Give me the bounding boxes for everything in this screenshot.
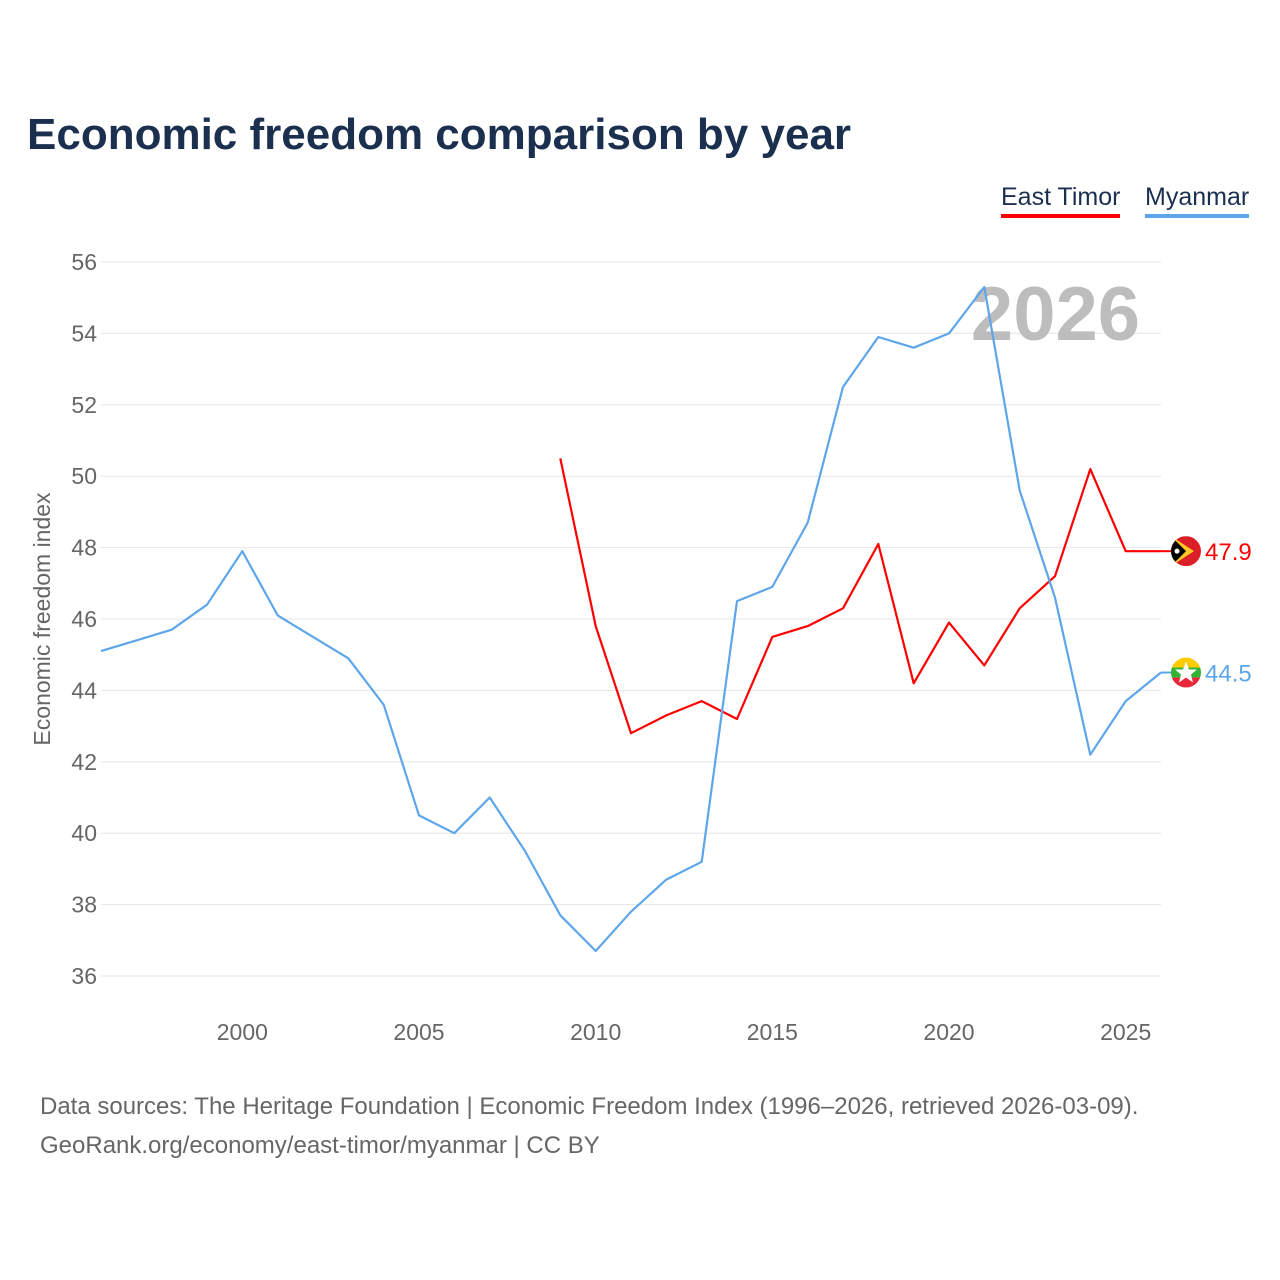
chart-title: Economic freedom comparison by year	[27, 110, 852, 159]
y-tick-label: 54	[71, 320, 97, 346]
y-tick-label: 46	[71, 606, 97, 632]
y-tick-label: 48	[71, 535, 97, 561]
x-tick-label: 2025	[1100, 1019, 1151, 1045]
y-tick-label: 36	[71, 963, 97, 989]
year-watermark: 2026	[971, 272, 1140, 357]
legend-myanmar[interactable]: Myanmar	[1145, 183, 1250, 218]
x-tick-label: 2005	[393, 1019, 444, 1045]
y-tick-label: 42	[71, 749, 97, 775]
myanmar-flag-icon	[1171, 657, 1201, 688]
x-tick-label: 2010	[570, 1019, 621, 1045]
end-value-label: 47.9	[1205, 539, 1252, 566]
end-value-label: 44.5	[1205, 661, 1252, 688]
footer-link: GeoRank.org/economy/east-timor/myanmar |…	[40, 1132, 600, 1159]
y-tick-label: 52	[71, 392, 97, 418]
legend-east-timor[interactable]: East Timor	[1001, 183, 1121, 218]
x-tick-label: 2020	[923, 1019, 974, 1045]
east-timor-flag-icon	[1171, 536, 1201, 567]
footer: Data sources: The Heritage Foundation | …	[40, 1087, 1138, 1165]
x-tick-label: 2000	[217, 1019, 268, 1045]
series-line-east-timor	[559, 458, 1161, 735]
series-line-myanmar	[100, 285, 1162, 953]
y-tick-label: 56	[71, 249, 97, 275]
y-tick-label: 38	[71, 892, 97, 918]
y-tick-label: 44	[71, 677, 97, 703]
y-tick-label: 50	[71, 463, 97, 489]
footer-sources: Data sources: The Heritage Foundation | …	[40, 1093, 1139, 1120]
x-tick-label: 2015	[747, 1019, 798, 1045]
y-tick-label: 40	[71, 820, 97, 846]
y-axis-label: Economic freedom index	[29, 492, 55, 746]
